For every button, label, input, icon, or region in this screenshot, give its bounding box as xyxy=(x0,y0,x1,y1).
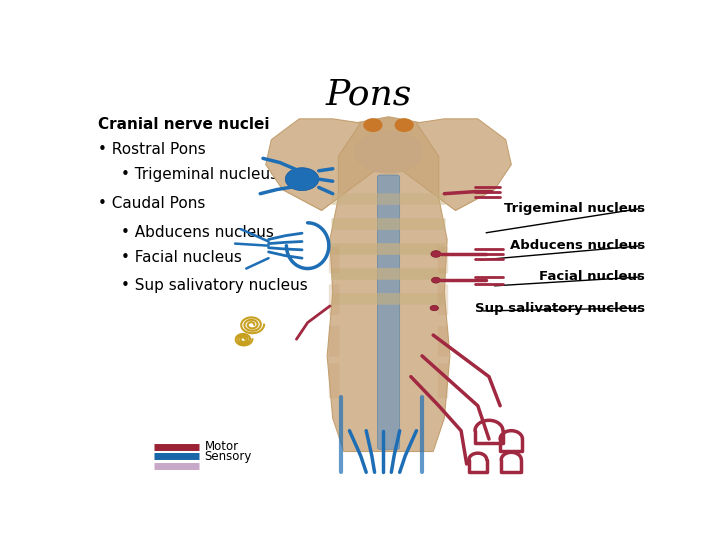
Polygon shape xyxy=(416,119,511,210)
FancyBboxPatch shape xyxy=(329,285,339,315)
Text: Abducens nucleus: Abducens nucleus xyxy=(510,239,645,252)
Ellipse shape xyxy=(431,251,441,258)
Polygon shape xyxy=(266,119,361,210)
FancyBboxPatch shape xyxy=(332,243,446,255)
FancyBboxPatch shape xyxy=(332,218,446,230)
Text: Sup salivatory nucleus: Sup salivatory nucleus xyxy=(475,301,645,314)
FancyBboxPatch shape xyxy=(332,268,446,280)
Ellipse shape xyxy=(395,119,413,131)
Ellipse shape xyxy=(355,131,422,173)
Text: • Rostral Pons: • Rostral Pons xyxy=(99,141,206,157)
Text: • Caudal Pons: • Caudal Pons xyxy=(99,196,206,211)
Ellipse shape xyxy=(285,168,319,191)
Text: Cranial nerve nuclei: Cranial nerve nuclei xyxy=(99,117,270,132)
FancyBboxPatch shape xyxy=(329,363,339,399)
FancyBboxPatch shape xyxy=(329,326,339,357)
FancyBboxPatch shape xyxy=(332,193,446,205)
FancyBboxPatch shape xyxy=(377,175,400,449)
Text: Sensory: Sensory xyxy=(204,450,252,463)
FancyBboxPatch shape xyxy=(438,247,449,274)
Ellipse shape xyxy=(364,119,382,131)
Polygon shape xyxy=(327,160,450,451)
Text: • Trigeminal nucleus: • Trigeminal nucleus xyxy=(121,167,278,181)
Text: • Facial nucleus: • Facial nucleus xyxy=(121,250,242,265)
Polygon shape xyxy=(282,117,495,210)
FancyBboxPatch shape xyxy=(438,285,449,315)
FancyBboxPatch shape xyxy=(332,293,446,305)
Ellipse shape xyxy=(430,305,438,310)
FancyBboxPatch shape xyxy=(438,326,449,357)
Text: • Sup salivatory nucleus: • Sup salivatory nucleus xyxy=(121,278,307,293)
Text: Facial nucleus: Facial nucleus xyxy=(539,271,645,284)
Text: Trigeminal nucleus: Trigeminal nucleus xyxy=(504,202,645,215)
FancyBboxPatch shape xyxy=(329,247,339,274)
Text: • Abducens nucleus: • Abducens nucleus xyxy=(121,225,274,240)
Text: Motor: Motor xyxy=(204,440,238,453)
Text: Pons: Pons xyxy=(326,77,412,111)
FancyBboxPatch shape xyxy=(438,363,449,399)
Ellipse shape xyxy=(431,277,441,283)
